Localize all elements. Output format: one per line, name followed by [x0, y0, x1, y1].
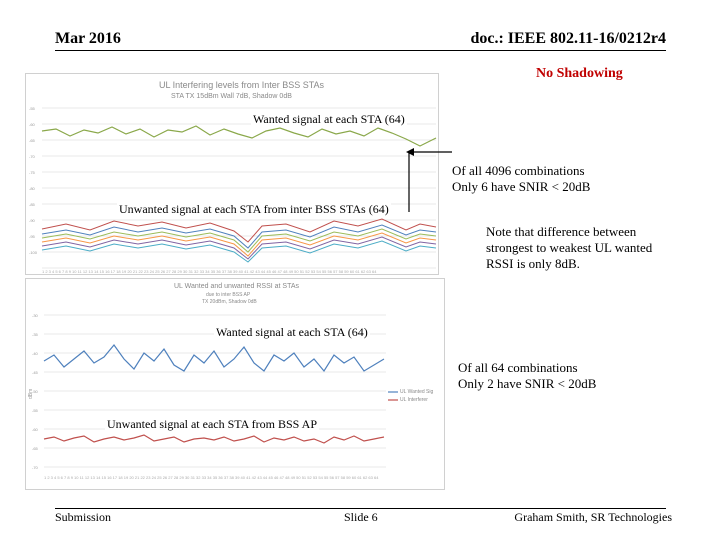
chart1-unwanted-label: Unwanted signal at each STA from inter B…	[117, 202, 391, 217]
svg-text:-50: -50	[32, 389, 39, 394]
svg-text:1 2 3 4 5 6 7 8 9 10 11 12 13: 1 2 3 4 5 6 7 8 9 10 11 12 13 14 15 16 1…	[44, 475, 379, 480]
svg-text:-70: -70	[32, 465, 39, 470]
pointer-arrow	[406, 148, 452, 212]
chart1-wanted-label: Wanted signal at each STA (64)	[251, 112, 407, 127]
chart1-subtitle: STA TX 15dBm Wall 7dB, Shadow 0dB	[171, 93, 292, 100]
note3-line2: Only 2 have SNIR < 20dB	[458, 376, 597, 391]
svg-text:-35: -35	[32, 332, 39, 337]
legend-unwanted: UL Interferer	[400, 397, 428, 403]
svg-text:-60: -60	[29, 122, 36, 127]
chart1-plot: -55 -60 -65 -70 -75 -80 -85 -90 -95 -100 1 2 3…	[29, 106, 437, 274]
header-date: Mar 2016	[55, 30, 121, 47]
chart1-title: UL Interfering levels from Inter BSS STA…	[159, 80, 325, 90]
note3-line1: Of all 64 combinations	[458, 360, 578, 375]
svg-text:-95: -95	[29, 234, 36, 239]
svg-text:-60: -60	[32, 427, 39, 432]
note2-line1: Note that difference between	[486, 224, 637, 239]
chart2-wanted-label: Wanted signal at each STA (64)	[214, 325, 370, 340]
svg-text:-80: -80	[29, 186, 36, 191]
chart-inter-bss-levels: UL Interfering levels from Inter BSS STA…	[25, 73, 439, 275]
note-4096-combinations: Of all 4096 combinations Only 6 have SNI…	[452, 163, 590, 195]
note-rssi-difference: Note that difference between strongest t…	[486, 224, 652, 272]
note2-line3: RSSI is only 8dB.	[486, 256, 580, 271]
svg-text:-65: -65	[29, 138, 36, 143]
svg-text:-70: -70	[29, 154, 36, 159]
svg-text:-40: -40	[32, 351, 39, 356]
header-doc-id: doc.: IEEE 802.11-16/0212r4	[470, 30, 666, 47]
svg-text:-30: -30	[32, 313, 39, 318]
svg-text:-90: -90	[29, 218, 36, 223]
svg-text:-45: -45	[32, 370, 39, 375]
note-64-combinations: Of all 64 combinations Only 2 have SNIR …	[458, 360, 596, 392]
footer-submission: Submission	[55, 510, 112, 524]
chart2-subtitle1: due to inter BSS AP	[206, 292, 251, 298]
svg-text:-85: -85	[29, 202, 36, 207]
svg-text:-100: -100	[29, 250, 38, 255]
footer-rule	[55, 508, 666, 509]
svg-text:1 2 3 4 5 6 7 8 9 10: 1 2 3 4 5 6 7 8 9 10 11 12 13 14 15 16 1…	[42, 269, 377, 274]
footer-slide-number: Slide 6	[344, 510, 378, 524]
chart-wanted-unwanted-rssi: UL Wanted and unwanted RSSI at STAs due …	[25, 278, 445, 490]
note1-line1: Of all 4096 combinations	[452, 163, 585, 178]
svg-text:-55: -55	[32, 408, 39, 413]
svg-text:-65: -65	[32, 446, 39, 451]
note1-line2: Only 6 have SNIR < 20dB	[452, 179, 591, 194]
footer-author: Graham Smith, SR Technologies	[514, 510, 672, 524]
chart2-unwanted-label: Unwanted signal at each STA from BSS AP	[105, 417, 320, 432]
legend-wanted: UL Wanted Sig	[400, 389, 434, 395]
svg-text:-55: -55	[29, 106, 36, 111]
chart2-subtitle2: TX 20dBm, Shadow 0dB	[202, 299, 257, 305]
chart2-ylabel: dBm	[28, 389, 34, 399]
header-rule	[55, 50, 666, 51]
svg-text:-75: -75	[29, 170, 36, 175]
note2-line2: strongest to weakest UL wanted	[486, 240, 653, 255]
chart2-title: UL Wanted and unwanted RSSI at STAs	[174, 283, 300, 290]
chart2-plot: -30 -35 -40 -45 -50 -55 -60 -65 -70 dBm 1 2 3 …	[28, 313, 398, 480]
no-shadowing-banner: No Shadowing	[536, 66, 623, 81]
